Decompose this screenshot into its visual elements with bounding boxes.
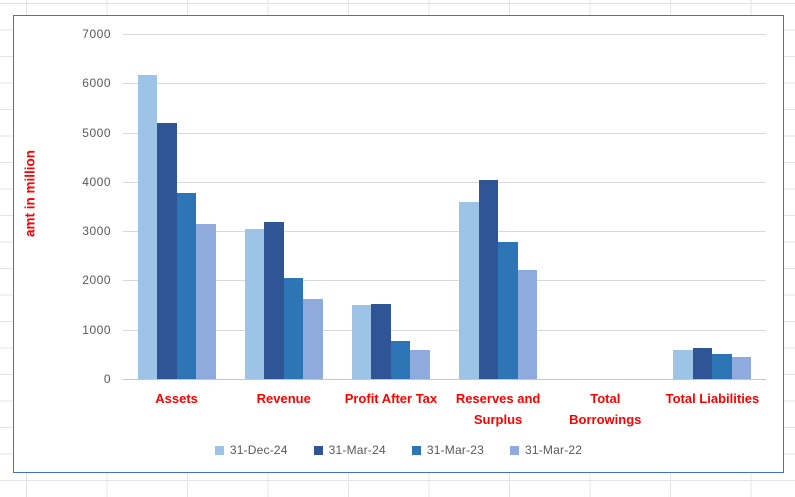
gridline-6000	[123, 83, 766, 85]
y-tick-label-0: 0	[103, 372, 111, 386]
y-tick-label-5000: 5000	[82, 125, 111, 140]
bar-31-Mar-23-total-liabilities[interactable]	[712, 354, 732, 379]
bar-31-Mar-22-revenue[interactable]	[303, 299, 323, 379]
legend-swatch-icon	[411, 445, 421, 455]
y-tick-label-6000: 6000	[82, 76, 111, 91]
bar-31-Mar-23-assets[interactable]	[176, 192, 197, 379]
y-tick-label-7000: 7000	[82, 27, 111, 41]
legend-item-31-Mar-24[interactable]: 31-Mar-24	[313, 443, 386, 457]
gridline-4000	[123, 181, 766, 183]
bar-31-Mar-24-profit-after-tax[interactable]	[371, 304, 391, 379]
legend: 31-Dec-24 31-Mar-24 31-Mar-23 31-Mar-22	[14, 443, 783, 457]
bar-31-Dec-24-total-liabilities[interactable]	[673, 350, 693, 379]
bar-31-Mar-23-reserves-and-surplus[interactable]	[498, 241, 518, 379]
category-label-0: Assets	[155, 391, 198, 406]
legend-label: 31-Mar-24	[328, 443, 386, 457]
bar-31-Mar-22-assets[interactable]	[196, 223, 216, 379]
legend-label: 31-Mar-22	[524, 443, 583, 457]
bar-31-Mar-22-reserves-and-surplus[interactable]	[517, 269, 538, 379]
bar-31-Mar-22-total-liabilities[interactable]	[731, 357, 752, 379]
bar-group-0	[123, 34, 230, 379]
gridline-5000	[123, 132, 766, 134]
gridline-3000	[123, 231, 766, 233]
bar-31-Mar-24-assets[interactable]	[157, 123, 177, 379]
legend-swatch-icon	[214, 445, 224, 455]
plot-area: 0 1000 2000 3000 4000 5000 6000 7000	[82, 27, 766, 386]
bar-31-Mar-22-profit-after-tax[interactable]	[410, 349, 430, 379]
bar-group-4	[552, 34, 659, 379]
category-label-4: Total Borrowings	[569, 391, 642, 427]
bar-group-2	[337, 34, 444, 379]
category-label-3: Reserves and Surplus	[455, 391, 541, 427]
y-tick-label-3000: 3000	[82, 224, 111, 239]
category-label-2: Profit After Tax	[344, 391, 438, 406]
category-label-5: Total Liabilities	[665, 391, 760, 406]
bar-31-Dec-24-assets[interactable]	[137, 74, 158, 379]
legend-item-31-Mar-22[interactable]: 31-Mar-22	[509, 443, 583, 457]
legend-item-31-Mar-23[interactable]: 31-Mar-23	[411, 443, 484, 457]
bar-31-Dec-24-reserves-and-surplus[interactable]	[459, 201, 479, 379]
bar-31-Mar-24-reserves-and-surplus[interactable]	[478, 179, 499, 379]
bar-31-Mar-23-revenue[interactable]	[283, 278, 304, 379]
bar-31-Dec-24-profit-after-tax[interactable]	[351, 305, 372, 379]
bar-31-Mar-24-total-liabilities[interactable]	[692, 347, 713, 379]
category-label-1: Revenue	[256, 391, 311, 406]
category-axis: Assets Revenue Profit After Tax Reserves an…	[123, 388, 766, 430]
legend-label: 31-Mar-23	[426, 443, 484, 457]
y-tick-label-4000: 4000	[82, 174, 111, 189]
y-tick-label-2000: 2000	[82, 273, 111, 288]
bar-31-Mar-23-profit-after-tax[interactable]	[390, 340, 411, 379]
legend-swatch-icon	[509, 445, 519, 455]
legend-label: 31-Dec-24	[229, 443, 288, 457]
gridline-2000	[123, 280, 766, 282]
legend-swatch-icon	[313, 445, 323, 455]
bar-31-Mar-24-revenue[interactable]	[264, 221, 284, 379]
gridline-7000	[123, 34, 766, 35]
bar-31-Dec-24-revenue[interactable]	[244, 229, 265, 379]
bars-container	[123, 34, 766, 379]
y-tick-label-1000: 1000	[82, 322, 111, 337]
gridline-1000	[123, 329, 766, 331]
y-axis-title: amt in million	[22, 150, 38, 238]
bar-group-3	[445, 34, 552, 379]
legend-item-31-Dec-24[interactable]: 31-Dec-24	[214, 443, 288, 457]
bar-group-1	[230, 34, 337, 379]
chart-area[interactable]: amt in million 0 1000 2000 3000 4000 5000 6000…	[13, 15, 784, 473]
gridline-0	[123, 379, 766, 380]
bar-group-5	[659, 34, 766, 379]
